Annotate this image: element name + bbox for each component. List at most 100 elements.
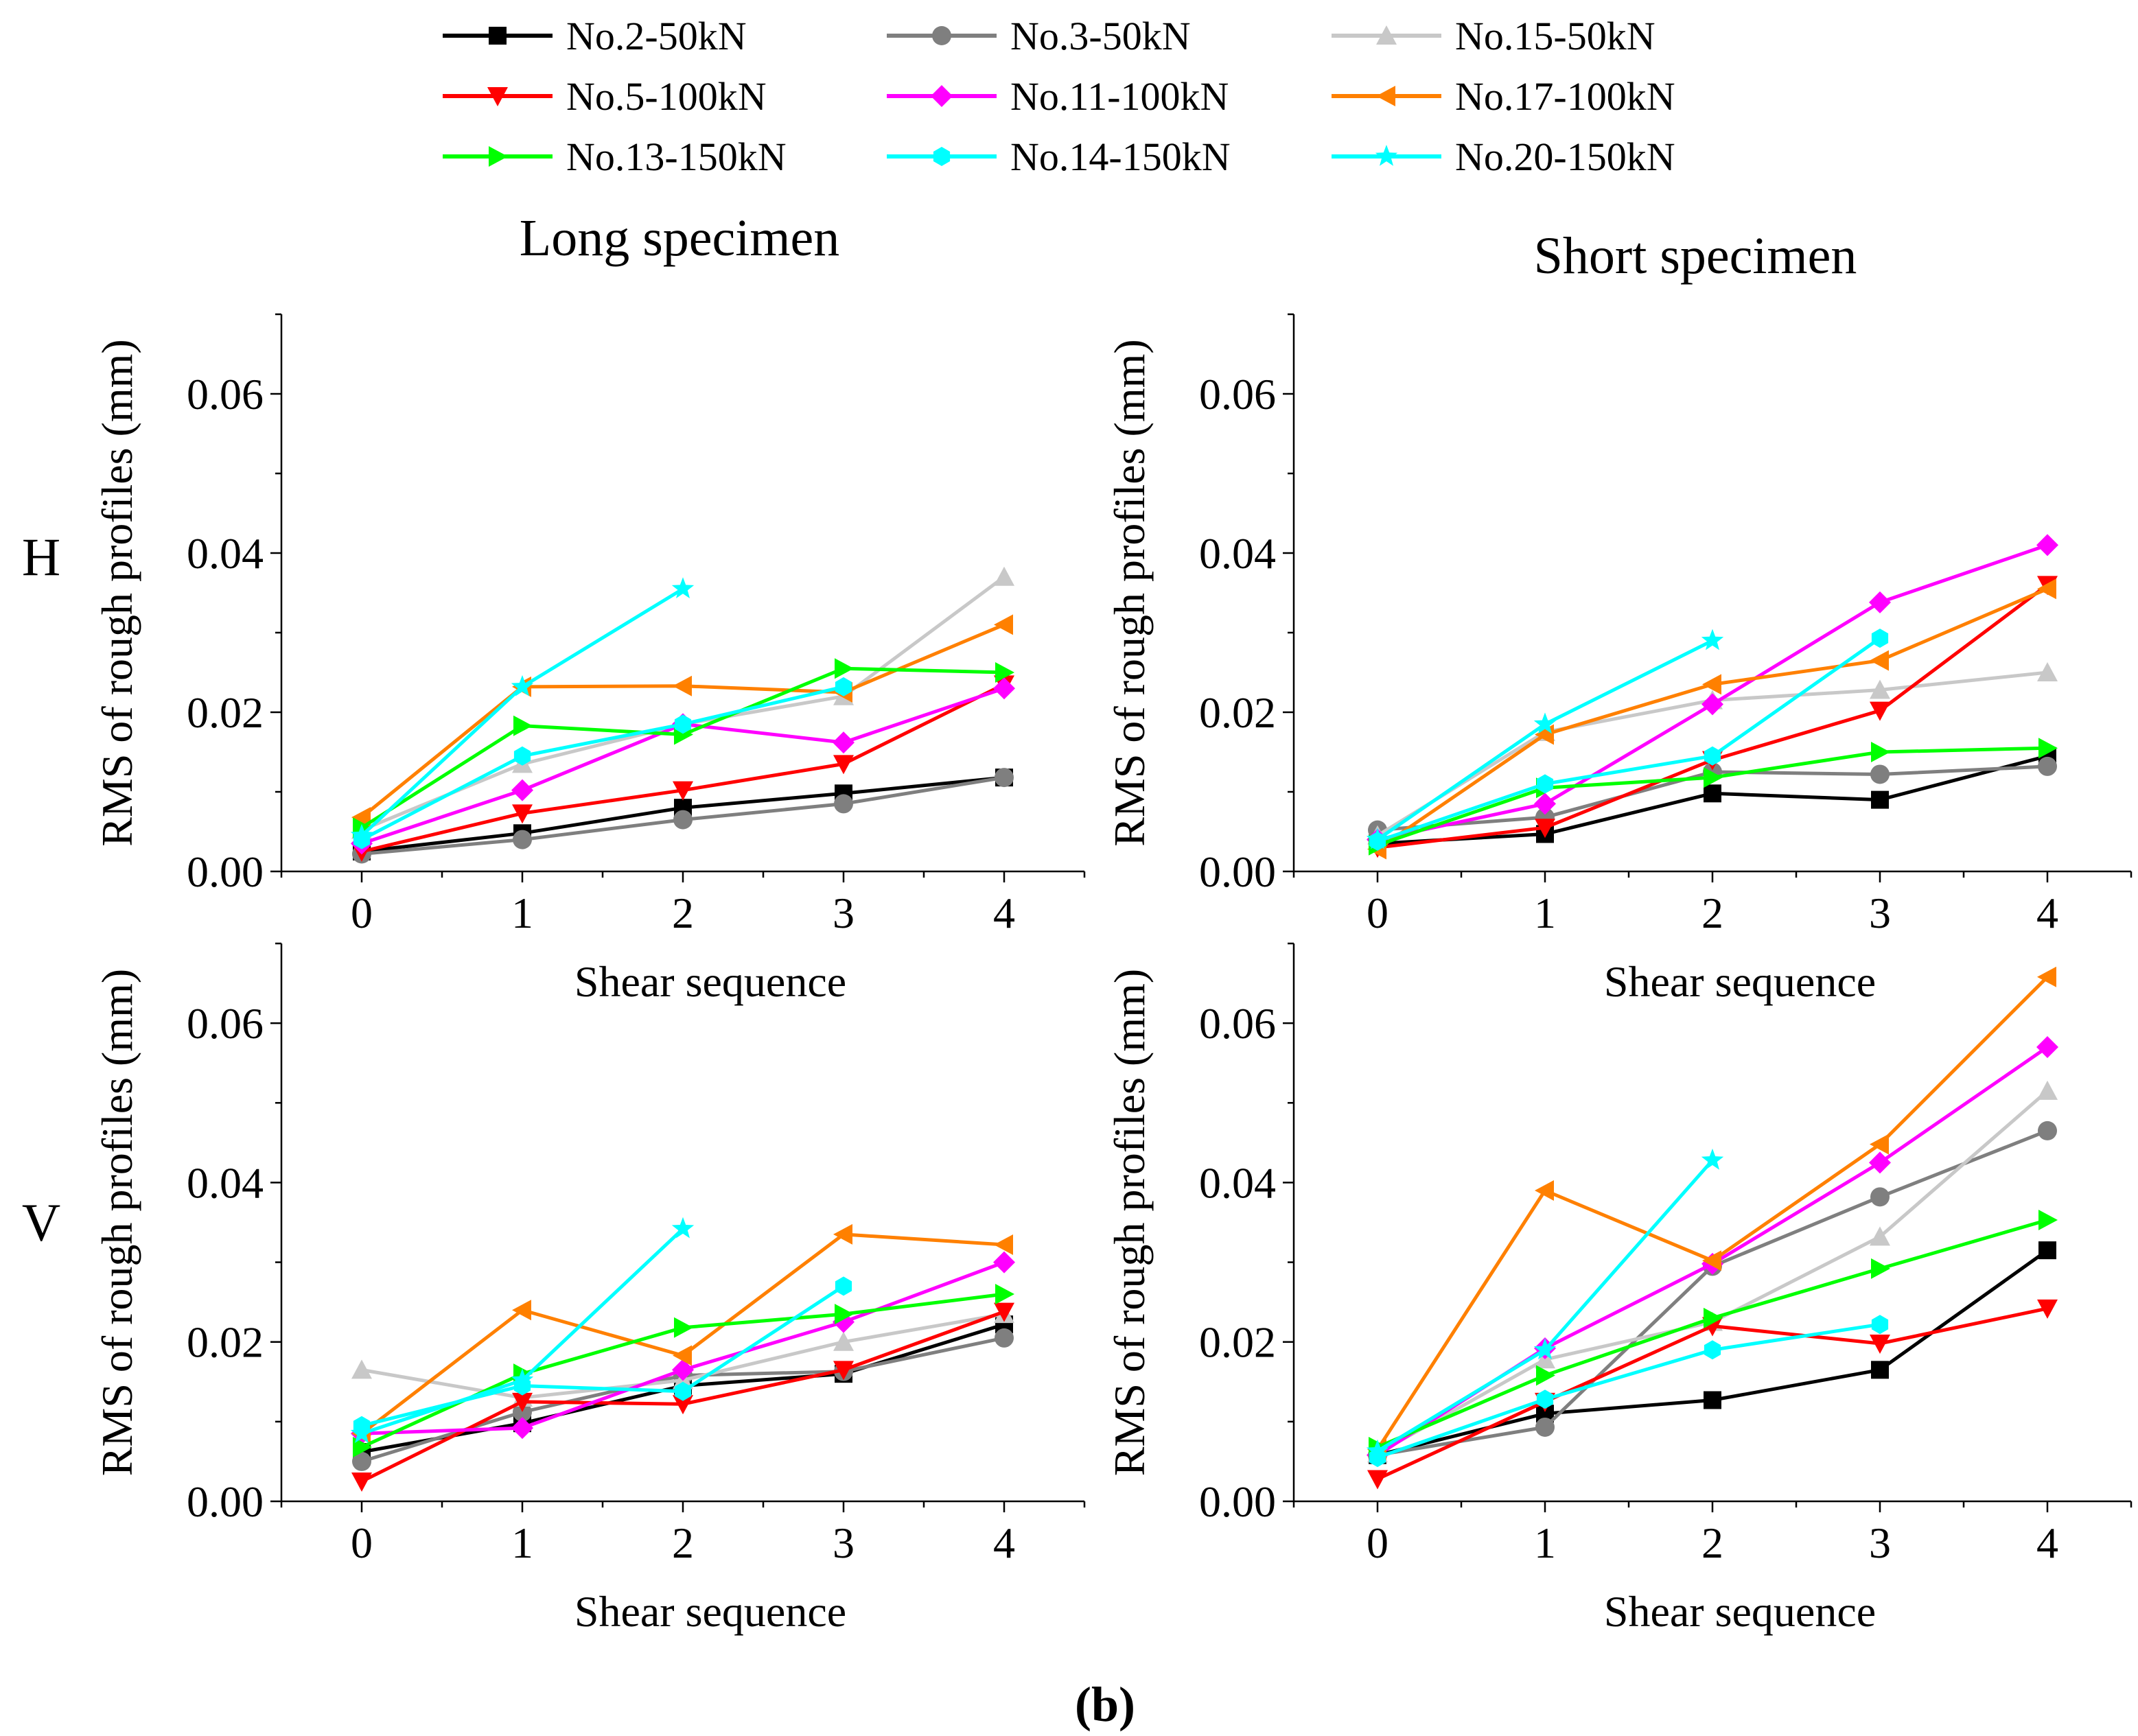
data-point bbox=[1533, 712, 1557, 734]
x-tick-label: 3 bbox=[833, 1518, 855, 1567]
x-tick-label: 0 bbox=[1367, 1518, 1388, 1567]
x-tick-label: 3 bbox=[1869, 889, 1891, 937]
y-tick-label: 0.00 bbox=[1199, 847, 1276, 896]
legend-item-no-13-150kn: No.13-150kN bbox=[443, 134, 787, 179]
data-point bbox=[2037, 1299, 2058, 1319]
chart-long-h: 0.00 0.02 0.04 0.06 0 1 2 3 4 Shear sequence RMS o… bbox=[93, 313, 1086, 1006]
data-point bbox=[1536, 774, 1554, 794]
legend-label: No.2-50kN bbox=[566, 14, 747, 58]
x-tick-label: 4 bbox=[2036, 1518, 2058, 1567]
x-axis-label: Shear sequence bbox=[1604, 957, 1876, 1006]
legend-item-no-14-150kn: No.14-150kN bbox=[887, 134, 1231, 179]
series-no-5-100kn bbox=[1367, 576, 2058, 858]
data-point bbox=[994, 566, 1014, 586]
legend-label: No.14-150kN bbox=[1010, 134, 1231, 179]
series-no-20-150kn bbox=[1366, 1148, 1724, 1461]
data-point bbox=[1702, 674, 1721, 695]
series-no-17-100kn bbox=[1367, 966, 2056, 1460]
y-axis-label: RMS of rough profiles (mm) bbox=[1105, 339, 1154, 847]
data-point bbox=[1704, 784, 1721, 803]
x-tick-label: 1 bbox=[1534, 1518, 1556, 1567]
data-point bbox=[1871, 742, 1890, 762]
data-point bbox=[511, 1417, 533, 1440]
legend-marker-triangle-left-icon bbox=[1376, 86, 1395, 106]
x-tick-label: 0 bbox=[1367, 889, 1388, 937]
data-point bbox=[1535, 1180, 1554, 1201]
series-no-11-100kn bbox=[351, 1251, 1015, 1445]
data-point bbox=[1366, 1439, 1389, 1461]
data-point bbox=[993, 677, 1015, 700]
data-point bbox=[1704, 1391, 1721, 1409]
data-point bbox=[512, 1392, 533, 1412]
x-axis-label: Shear sequence bbox=[574, 957, 846, 1006]
legend-item-no-2-50kn: No.2-50kN bbox=[443, 14, 747, 58]
data-point bbox=[2038, 756, 2057, 776]
data-point bbox=[1870, 1134, 1889, 1155]
data-point bbox=[513, 1402, 532, 1422]
data-point bbox=[1536, 1365, 1555, 1386]
data-point bbox=[674, 714, 692, 734]
data-point bbox=[2038, 1210, 2058, 1231]
data-point bbox=[1870, 650, 1889, 671]
data-point bbox=[1869, 591, 1891, 613]
data-point bbox=[994, 1234, 1013, 1256]
y-tick-label: 0.04 bbox=[1199, 529, 1276, 578]
data-point bbox=[1367, 1470, 1388, 1490]
data-point bbox=[995, 1328, 1014, 1348]
chart-short-h: 0.00 0.02 0.04 0.06 0 1 2 3 4 Shear sequence RMS o… bbox=[1105, 313, 2133, 1006]
data-point bbox=[1871, 1361, 1889, 1379]
data-point bbox=[1869, 1151, 1891, 1174]
legend-label: No.5-100kN bbox=[566, 74, 767, 119]
data-point bbox=[833, 1331, 854, 1351]
x-tick-label: 3 bbox=[833, 889, 855, 937]
data-point bbox=[351, 807, 371, 828]
data-point bbox=[2036, 534, 2058, 556]
data-point bbox=[833, 755, 854, 775]
data-point bbox=[994, 1302, 1014, 1322]
legend-label: No.3-50kN bbox=[1010, 14, 1191, 58]
data-point bbox=[2037, 966, 2056, 987]
legend-item-no-5-100kn: No.5-100kN bbox=[443, 74, 767, 119]
data-point bbox=[833, 1361, 854, 1381]
data-point bbox=[1870, 1226, 1890, 1246]
data-point bbox=[995, 1284, 1014, 1305]
data-point bbox=[673, 1395, 693, 1415]
data-point bbox=[1535, 1417, 1555, 1437]
series-line bbox=[1375, 976, 2049, 1451]
data-point bbox=[1870, 1187, 1890, 1207]
data-point bbox=[835, 1276, 852, 1296]
data-point bbox=[1704, 746, 1721, 766]
y-axis-label: RMS of rough profiles (mm) bbox=[93, 969, 141, 1477]
data-point bbox=[835, 1304, 854, 1325]
legend-item-no-15-50kn: No.15-50kN bbox=[1332, 14, 1655, 58]
y-tick-label: 0.06 bbox=[1199, 999, 1276, 1048]
data-point bbox=[671, 577, 695, 598]
legend-label: No.17-100kN bbox=[1455, 74, 1675, 119]
data-point bbox=[2037, 662, 2058, 681]
legend-item-no-20-150kn: No.20-150kN bbox=[1332, 134, 1675, 179]
legend-item-no-3-50kn: No.3-50kN bbox=[887, 14, 1191, 58]
column-title-short: Short specimen bbox=[1534, 227, 1857, 285]
chart-long-v: 0.00 0.02 0.04 0.06 0 1 2 3 4 Shear sequence RMS o… bbox=[93, 942, 1086, 1636]
data-point bbox=[835, 677, 852, 696]
x-axis-label: Shear sequence bbox=[1604, 1587, 1876, 1636]
x-tick-label: 2 bbox=[1701, 889, 1723, 937]
series-no-14-150kn bbox=[1369, 629, 1889, 851]
data-point bbox=[1701, 1148, 1724, 1170]
y-tick-label: 0.02 bbox=[187, 688, 264, 737]
legend-marker-triangle-down-icon bbox=[487, 87, 508, 106]
data-point bbox=[511, 779, 533, 801]
legend-marker-triangle-right-icon bbox=[489, 146, 508, 167]
data-point bbox=[513, 746, 531, 766]
data-point bbox=[833, 731, 855, 754]
data-point bbox=[994, 614, 1013, 635]
data-point bbox=[1871, 629, 1889, 648]
data-point bbox=[352, 1451, 371, 1471]
x-tick-label: 0 bbox=[351, 889, 373, 937]
data-point bbox=[353, 1437, 372, 1458]
series-line bbox=[1377, 637, 1881, 843]
data-point bbox=[1702, 1250, 1721, 1271]
data-point bbox=[512, 804, 533, 824]
y-axis-label: RMS of rough profiles (mm) bbox=[93, 339, 141, 847]
